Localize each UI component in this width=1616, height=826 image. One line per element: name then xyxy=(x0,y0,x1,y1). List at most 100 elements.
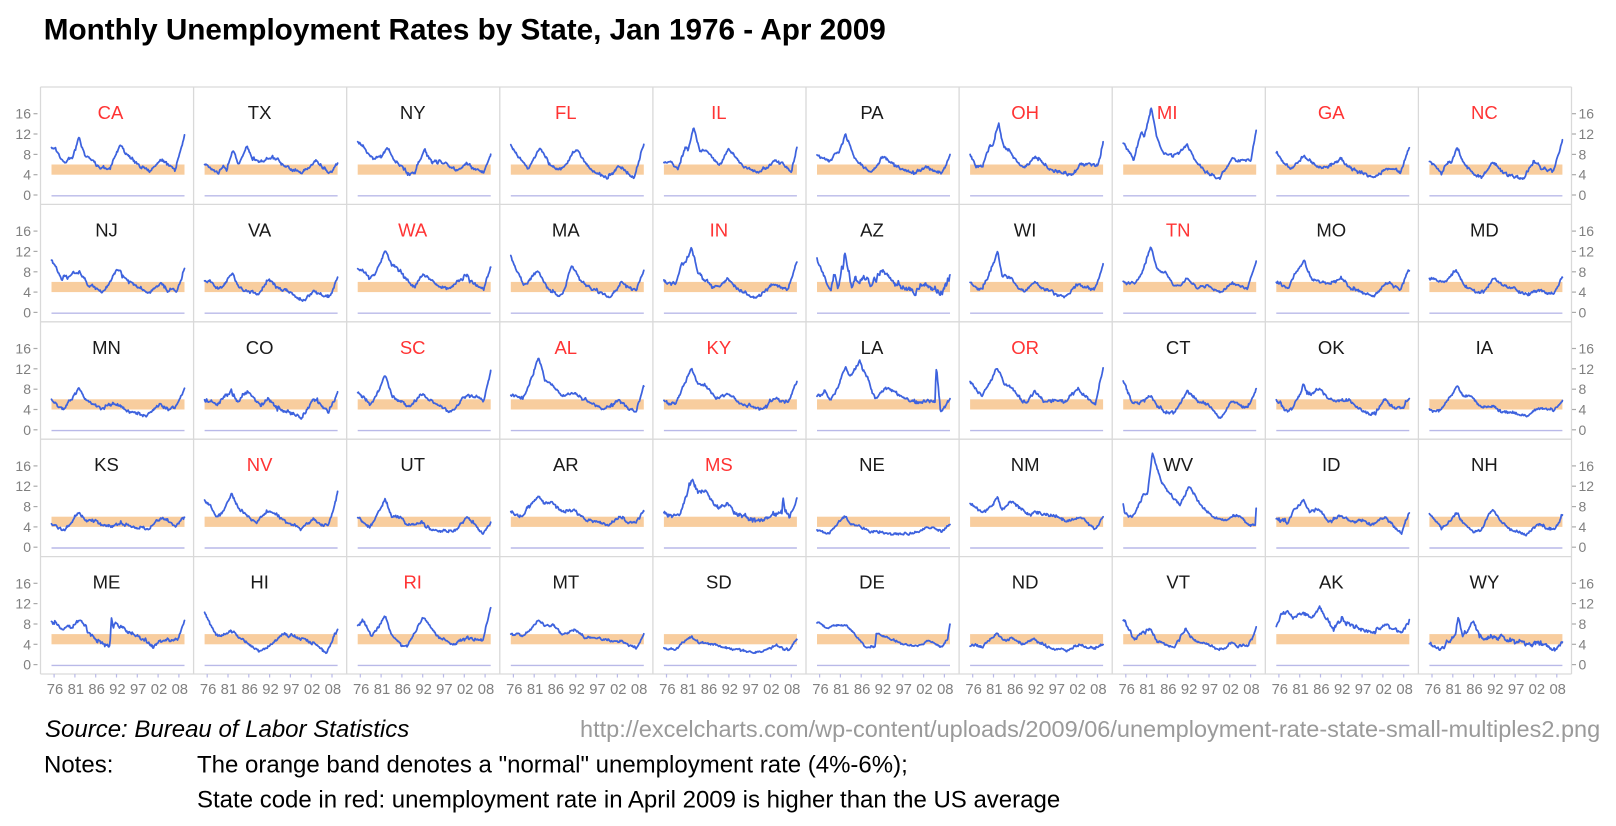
svg-text:VT: VT xyxy=(1166,572,1190,593)
svg-text:TX: TX xyxy=(248,102,272,123)
svg-text:VA: VA xyxy=(248,219,272,240)
svg-text:16: 16 xyxy=(1579,575,1595,591)
svg-text:DE: DE xyxy=(859,572,885,593)
svg-text:NH: NH xyxy=(1471,454,1498,475)
svg-text:92: 92 xyxy=(1028,682,1044,698)
svg-text:81: 81 xyxy=(833,682,849,698)
svg-text:FL: FL xyxy=(555,102,577,123)
svg-text:81: 81 xyxy=(527,682,543,698)
svg-text:08: 08 xyxy=(325,682,341,698)
svg-text:4: 4 xyxy=(1579,402,1587,418)
svg-text:92: 92 xyxy=(1334,682,1350,698)
svg-text:16: 16 xyxy=(15,341,31,357)
svg-text:4: 4 xyxy=(1579,167,1587,183)
svg-text:PA: PA xyxy=(860,102,884,123)
svg-text:8: 8 xyxy=(23,146,31,162)
svg-text:16: 16 xyxy=(1579,223,1595,239)
svg-text:76: 76 xyxy=(1272,682,1288,698)
svg-text:08: 08 xyxy=(1243,682,1259,698)
svg-text:CT: CT xyxy=(1166,337,1191,358)
svg-text:ID: ID xyxy=(1322,454,1341,475)
svg-text:12: 12 xyxy=(15,361,31,377)
svg-text:0: 0 xyxy=(23,422,31,438)
svg-text:16: 16 xyxy=(15,575,31,591)
svg-text:WY: WY xyxy=(1469,572,1499,593)
svg-text:8: 8 xyxy=(1579,381,1587,397)
svg-text:MA: MA xyxy=(552,219,580,240)
svg-text:4: 4 xyxy=(1579,284,1587,300)
svg-text:86: 86 xyxy=(548,682,564,698)
svg-text:NE: NE xyxy=(859,454,885,475)
svg-text:02: 02 xyxy=(1376,682,1392,698)
svg-text:16: 16 xyxy=(1579,341,1595,357)
svg-text:02: 02 xyxy=(763,682,779,698)
svg-text:The orange band denotes a "nor: The orange band denotes a "normal" unemp… xyxy=(197,752,908,779)
svg-text:92: 92 xyxy=(1181,682,1197,698)
svg-text:02: 02 xyxy=(151,682,167,698)
svg-text:RI: RI xyxy=(403,572,422,593)
svg-text:76: 76 xyxy=(200,682,216,698)
svg-text:08: 08 xyxy=(478,682,494,698)
svg-text:TN: TN xyxy=(1166,219,1191,240)
svg-text:8: 8 xyxy=(23,381,31,397)
svg-text:16: 16 xyxy=(15,223,31,239)
svg-text:HI: HI xyxy=(250,572,269,593)
svg-text:MO: MO xyxy=(1316,219,1346,240)
svg-text:WA: WA xyxy=(398,219,428,240)
svg-text:08: 08 xyxy=(1396,682,1412,698)
svg-text:08: 08 xyxy=(172,682,188,698)
svg-text:16: 16 xyxy=(15,106,31,122)
svg-text:97: 97 xyxy=(895,682,911,698)
svg-text:0: 0 xyxy=(23,657,31,673)
svg-text:86: 86 xyxy=(701,682,717,698)
svg-text:81: 81 xyxy=(1445,682,1461,698)
svg-text:76: 76 xyxy=(659,682,675,698)
svg-text:81: 81 xyxy=(1292,682,1308,698)
svg-text:4: 4 xyxy=(1579,519,1587,535)
svg-text:4: 4 xyxy=(23,284,31,300)
svg-text:4: 4 xyxy=(23,167,31,183)
svg-text:http://excelcharts.com/wp-cont: http://excelcharts.com/wp-content/upload… xyxy=(580,716,1600,742)
svg-text:IA: IA xyxy=(1476,337,1494,358)
svg-text:08: 08 xyxy=(1090,682,1106,698)
svg-text:CO: CO xyxy=(246,337,274,358)
svg-text:92: 92 xyxy=(875,682,891,698)
svg-text:86: 86 xyxy=(88,682,104,698)
svg-text:86: 86 xyxy=(1466,682,1482,698)
svg-text:76: 76 xyxy=(1118,682,1134,698)
svg-text:97: 97 xyxy=(130,682,146,698)
svg-text:12: 12 xyxy=(15,126,31,142)
svg-text:08: 08 xyxy=(784,682,800,698)
svg-text:WI: WI xyxy=(1014,219,1037,240)
svg-text:CA: CA xyxy=(98,102,124,123)
svg-text:97: 97 xyxy=(1355,682,1371,698)
svg-text:81: 81 xyxy=(221,682,237,698)
svg-text:92: 92 xyxy=(722,682,738,698)
svg-text:SC: SC xyxy=(400,337,426,358)
svg-text:81: 81 xyxy=(68,682,84,698)
svg-text:92: 92 xyxy=(262,682,278,698)
svg-text:KS: KS xyxy=(94,454,119,475)
svg-text:ME: ME xyxy=(93,572,121,593)
svg-text:4: 4 xyxy=(1579,636,1587,652)
svg-text:12: 12 xyxy=(1579,478,1595,494)
svg-text:76: 76 xyxy=(353,682,369,698)
svg-text:4: 4 xyxy=(23,519,31,535)
svg-text:NJ: NJ xyxy=(95,219,118,240)
svg-text:16: 16 xyxy=(1579,458,1595,474)
svg-text:NY: NY xyxy=(400,102,426,123)
svg-text:0: 0 xyxy=(23,539,31,555)
svg-text:12: 12 xyxy=(15,478,31,494)
svg-text:92: 92 xyxy=(1487,682,1503,698)
svg-text:86: 86 xyxy=(1007,682,1023,698)
svg-text:LA: LA xyxy=(861,337,884,358)
svg-text:IN: IN xyxy=(710,219,729,240)
svg-text:97: 97 xyxy=(589,682,605,698)
svg-text:8: 8 xyxy=(23,616,31,632)
svg-text:0: 0 xyxy=(1579,304,1587,320)
svg-text:ND: ND xyxy=(1012,572,1039,593)
svg-text:92: 92 xyxy=(109,682,125,698)
svg-text:81: 81 xyxy=(986,682,1002,698)
svg-text:AL: AL xyxy=(554,337,577,358)
svg-text:UT: UT xyxy=(400,454,425,475)
